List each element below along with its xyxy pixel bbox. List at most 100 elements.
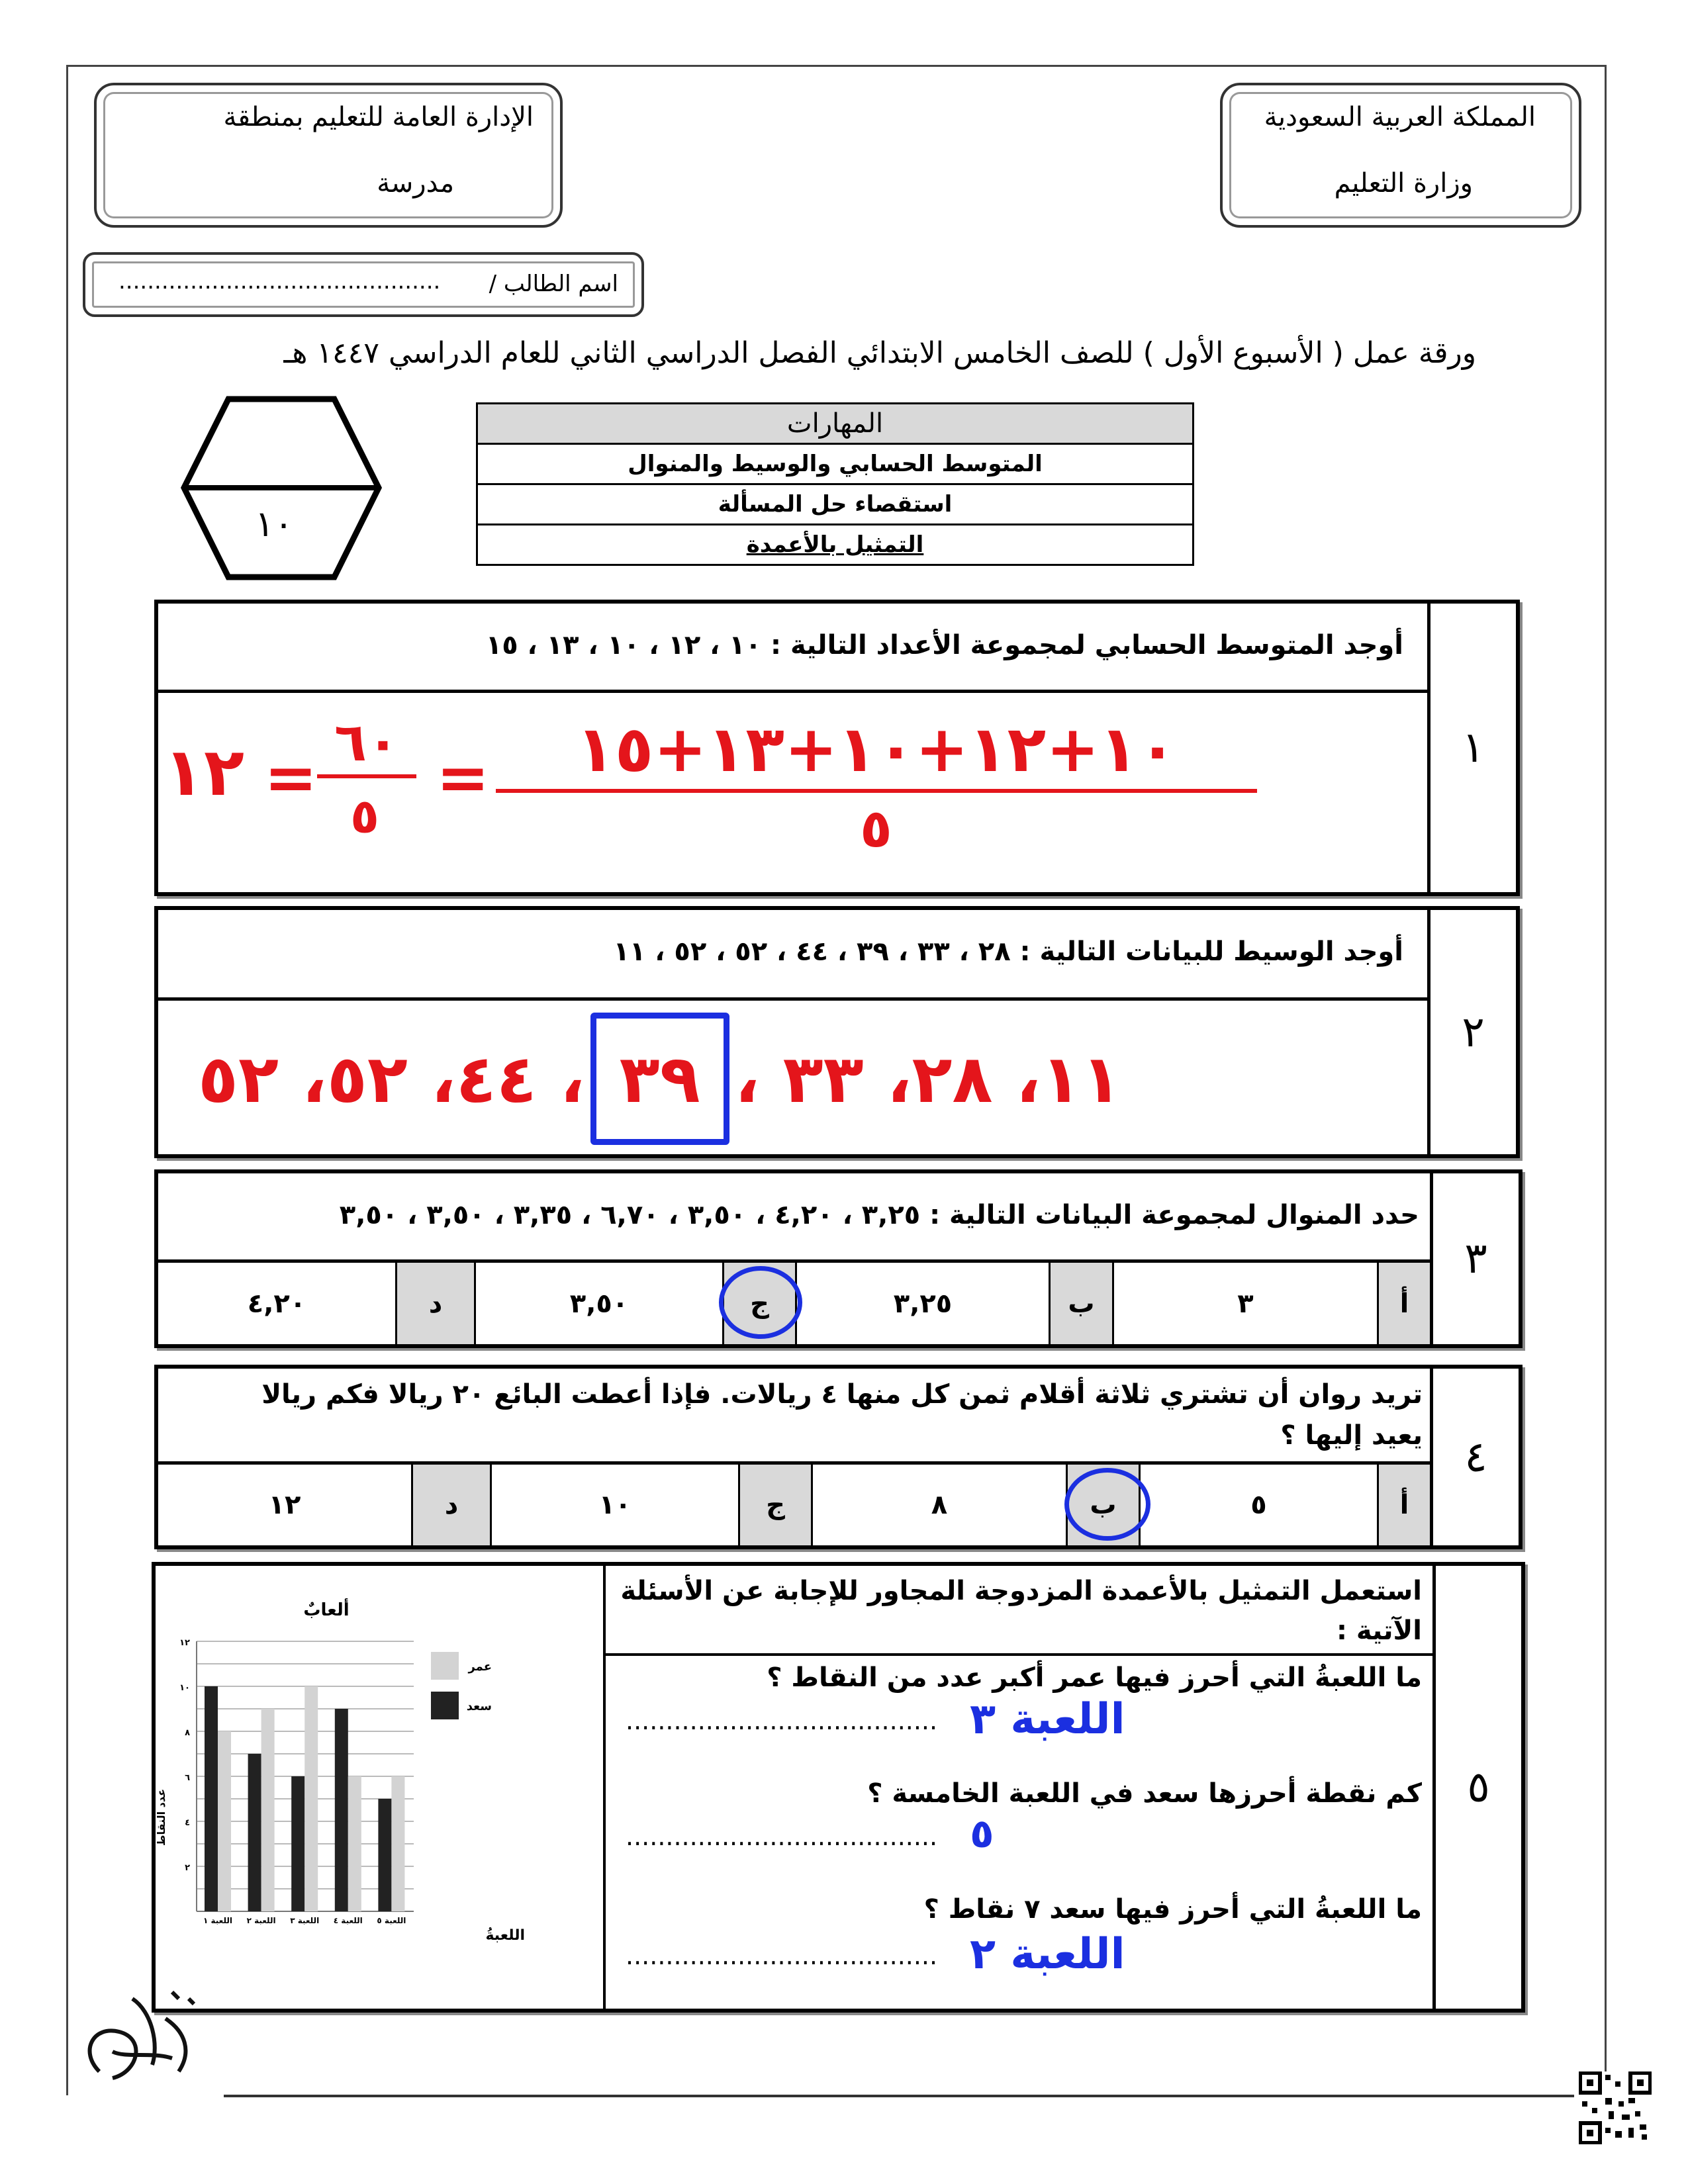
option-c-value: ١٠ xyxy=(490,1465,738,1545)
bar-omar xyxy=(218,1731,231,1911)
answer-step-numerator: ٦٠ xyxy=(317,716,416,778)
question-1: ١ أوجد المتوسط الحسابي لمجموعة الأعداد ا… xyxy=(154,600,1520,896)
question-number: ٢ xyxy=(1427,910,1516,1154)
skills-header: المهارات xyxy=(476,402,1194,445)
median-answer: ١١، ٢٨، ٣٣ ، ٣٩ ، ٤٤، ٥٢، ٥٢ xyxy=(198,1013,1121,1145)
y-axis-label: عدد النقاط xyxy=(155,1789,167,1846)
ministry-box: المملكة العربية السعودية وزارة التعليم xyxy=(1220,83,1581,228)
x-tick-label: اللعبة ٥ xyxy=(377,1916,406,1925)
option-b-value: ٣,٢٥ xyxy=(795,1263,1049,1344)
question-number: ١ xyxy=(1427,604,1516,892)
option-a-value: ٥ xyxy=(1139,1465,1377,1545)
directorate-box: الإدارة العامة للتعليم بمنطقة مدرسة xyxy=(94,83,563,228)
options-row: أ ٣ ب ٣,٢٥ ج ٣,٥٠ د ٤,٢٠ xyxy=(158,1263,1430,1344)
kingdom-label: المملكة العربية السعودية xyxy=(1264,102,1536,132)
chart-title: ألعابٌ xyxy=(303,1598,349,1620)
bar-omar xyxy=(348,1776,361,1911)
bar-saad xyxy=(334,1709,348,1911)
x-tick-label: اللعبة ٢ xyxy=(247,1916,276,1925)
double-bar-chart: ألعابٌ عدد النقاط اللعبةُ ٢ ٤ ٦ ٨ ١٠ ١٢ اللعبة… xyxy=(155,1598,525,1944)
sub-answer-2: ٥ xyxy=(970,1811,994,1857)
option-b-letter[interactable]: ب xyxy=(1064,1465,1150,1545)
y-tick-label: ١٠ xyxy=(179,1683,190,1693)
skill-item: التمثيل بالأعمدة xyxy=(476,523,1194,566)
x-axis-label: اللعبةُ xyxy=(485,1927,525,1944)
option-a-letter[interactable]: أ xyxy=(1377,1465,1430,1545)
question-3: ٣ حدد المنوال لمجموعة البيانات التالية :… xyxy=(154,1169,1523,1348)
directorate-label: الإدارة العامة للتعليم بمنطقة xyxy=(223,102,534,132)
x-tick-label: اللعبة ٤ xyxy=(334,1916,363,1925)
page-border xyxy=(66,65,1607,2095)
question-text: أوجد الوسيط للبيانات التالية : ٢٨ ، ٣٣ ،… xyxy=(613,936,1403,967)
equals-sign: = xyxy=(436,741,490,815)
option-d-letter[interactable]: د xyxy=(395,1263,474,1344)
options-row: أ ٥ ب ٨ ج ١٠ د ١٢ xyxy=(158,1465,1430,1545)
question-5: ٥ استعمل التمثيل بالأعمدة المزدوجة المجا… xyxy=(152,1562,1525,2013)
q5-intro: استعمل التمثيل بالأعمدة المزدوجة المجاور… xyxy=(620,1576,1422,1646)
legend-swatch xyxy=(431,1692,459,1719)
option-b-letter[interactable]: ب xyxy=(1049,1263,1112,1344)
legend-label: عمر xyxy=(467,1660,492,1674)
bar-omar xyxy=(391,1776,405,1911)
skills-table: المهارات المتوسط الحسابي والوسيط والمنوا… xyxy=(476,402,1194,566)
skill-item: المتوسط الحسابي والوسيط والمنوال xyxy=(476,443,1194,485)
option-b-value: ٨ xyxy=(811,1465,1066,1545)
answer-numerator: ١٠+١٢+١٠+١٣+١٥ xyxy=(496,709,1257,793)
answer-before: ١١، ٢٨، ٣٣ ، xyxy=(734,1040,1122,1118)
option-d-letter[interactable]: د xyxy=(411,1465,490,1545)
student-name-dots: ........................................… xyxy=(118,268,441,295)
signature-logo xyxy=(87,1990,196,2080)
qr-code xyxy=(1579,2071,1652,2144)
sub-question-3: ما اللعبةُ التي أحرز فيها سعد ٧ نقاط ؟ xyxy=(923,1894,1422,1925)
answer-circle xyxy=(1064,1468,1150,1541)
question-text: أوجد المتوسط الحسابي لمجموعة الأعداد الت… xyxy=(485,630,1403,660)
x-tick-label: اللعبة ٣ xyxy=(290,1916,319,1925)
bar-saad xyxy=(378,1799,392,1911)
answer-result: ١٢ xyxy=(164,733,245,811)
option-c-letter[interactable]: ج xyxy=(738,1465,811,1545)
answer-after: ، ٤٤، ٥٢، ٥٢ xyxy=(198,1040,585,1118)
option-a-value: ٣ xyxy=(1112,1263,1377,1344)
option-c-letter[interactable]: ج xyxy=(719,1263,802,1344)
answer-dots: ....................................... xyxy=(626,1941,938,1970)
question-number: ٣ xyxy=(1430,1173,1519,1344)
y-tick-label: ٦ xyxy=(185,1773,190,1783)
question-number: ٥ xyxy=(1432,1566,1521,2009)
option-d-value: ١٢ xyxy=(268,1490,301,1520)
option-c-value: ٣,٥٠ xyxy=(474,1263,722,1344)
answer-step-denominator: ٥ xyxy=(350,788,379,844)
option-d-value: ٤,٢٠ xyxy=(247,1288,306,1319)
score-value: ١٠ xyxy=(255,503,294,545)
worksheet-title: ورقة عمل ( الأسبوع الأول ) للصف الخامس ا… xyxy=(283,336,1476,370)
question-text: تريد روان أن تشتري ثلاثة أقلام ثمن كل من… xyxy=(261,1379,1423,1451)
bar-saad xyxy=(291,1776,305,1911)
median-box: ٣٩ xyxy=(590,1013,729,1145)
equals-sign: = xyxy=(264,741,318,815)
student-name-label: اسم الطالب / xyxy=(489,271,618,297)
question-number: ٤ xyxy=(1430,1369,1519,1545)
answer-dots: ....................................... xyxy=(626,1706,938,1735)
bar-saad xyxy=(205,1686,218,1911)
school-label: مدرسة xyxy=(377,168,454,199)
sub-question-2: كم نقطة أحرزها سعد في اللعبة الخامسة ؟ xyxy=(867,1778,1422,1809)
question-4: ٤ تريد روان أن تشتري ثلاثة أقلام ثمن كل … xyxy=(154,1365,1523,1549)
y-tick-label: ٨ xyxy=(185,1728,190,1738)
option-a-letter[interactable]: أ xyxy=(1377,1263,1430,1344)
answer-denominator: ٥ xyxy=(860,797,892,859)
sub-answer-1: اللعبة ٣ xyxy=(970,1695,1125,1744)
x-tick-label: اللعبة ١ xyxy=(203,1916,232,1925)
y-tick-label: ٢ xyxy=(185,1863,190,1873)
sub-answer-3: اللعبة ٢ xyxy=(970,1930,1125,1979)
answer-dots: ....................................... xyxy=(626,1822,938,1851)
legend-swatch xyxy=(431,1652,459,1680)
question-2: ٢ أوجد الوسيط للبيانات التالية : ٢٨ ، ٣٣… xyxy=(154,906,1520,1158)
student-name-field[interactable]: اسم الطالب / ...........................… xyxy=(83,252,644,317)
bar-omar xyxy=(305,1686,318,1911)
bar-saad xyxy=(248,1754,261,1911)
sub-question-1: ما اللعبةُ التي أحرز فيها عمر أكبر عدد م… xyxy=(767,1662,1422,1693)
skill-item: استقصاء حل المسألة xyxy=(476,483,1194,525)
score-hexagon xyxy=(180,396,383,580)
footer-line xyxy=(224,2095,1574,2097)
ministry-label: وزارة التعليم xyxy=(1334,168,1473,199)
answer-circle xyxy=(719,1266,802,1339)
